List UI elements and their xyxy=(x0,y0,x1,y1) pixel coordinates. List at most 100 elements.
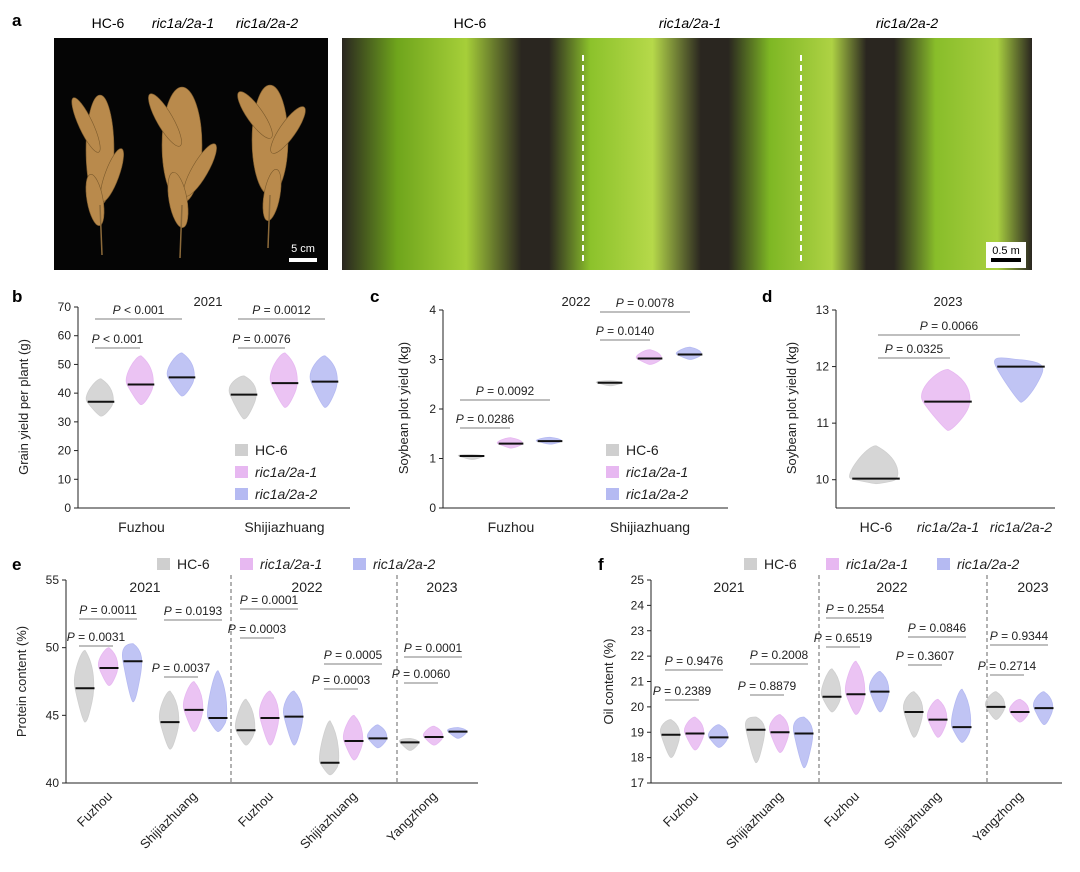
pvalue-label: P = 0.3607 xyxy=(896,649,955,663)
violin xyxy=(125,355,154,406)
pvalue-label: P = 0.0031 xyxy=(67,630,126,644)
panel-letter-c: c xyxy=(370,287,379,306)
photo1-label-ric1: ric1a/2a-1 xyxy=(152,15,214,31)
pvalue-label: P = 0.0037 xyxy=(152,661,211,675)
violin xyxy=(921,368,971,431)
panel-letter-b: b xyxy=(12,287,22,306)
violin xyxy=(122,643,143,703)
chart-title: 2022 xyxy=(562,294,591,309)
legend-label: ric1a/2a-2 xyxy=(626,486,688,502)
legend-label: ric1a/2a-1 xyxy=(260,556,322,572)
legend-swatch xyxy=(353,558,366,570)
x-category-label: Shijiazhuang xyxy=(244,519,324,535)
violin xyxy=(183,681,204,732)
pvalue-label: P < 0.001 xyxy=(113,303,165,317)
year-label: 2023 xyxy=(426,579,457,595)
violin xyxy=(821,668,842,713)
violin xyxy=(207,670,228,732)
violin xyxy=(166,352,195,397)
y-tick-label: 20 xyxy=(631,700,645,714)
y-tick-label: 0 xyxy=(64,501,71,515)
legend-swatch xyxy=(235,466,248,478)
y-tick-label: 40 xyxy=(46,776,60,790)
violin xyxy=(793,716,814,769)
legend-swatch xyxy=(606,466,619,478)
y-tick-label: 50 xyxy=(58,357,72,371)
violin xyxy=(423,725,444,746)
x-site-label: Shijiazhuang xyxy=(137,789,200,852)
legend-swatch xyxy=(606,488,619,500)
x-category-label: ric1a/2a-2 xyxy=(990,519,1052,535)
x-site-label: Yangzhong xyxy=(970,789,1026,845)
pvalue-label: P = 0.0325 xyxy=(885,342,944,356)
violin xyxy=(849,445,899,485)
violin xyxy=(74,649,95,723)
y-tick-label: 10 xyxy=(816,473,830,487)
violin xyxy=(994,357,1044,403)
violin xyxy=(98,647,119,686)
y-tick-label: 25 xyxy=(631,573,645,587)
x-site-label: Yangzhong xyxy=(384,789,440,845)
legend-label: HC-6 xyxy=(255,442,288,458)
pvalue-label: P = 0.0078 xyxy=(616,296,675,310)
y-tick-label: 19 xyxy=(631,725,645,739)
x-site-label: Shijiazhuang xyxy=(881,789,944,852)
y-tick-label: 2 xyxy=(429,402,436,416)
violin xyxy=(367,724,388,749)
y-tick-label: 55 xyxy=(46,573,60,587)
y-tick-label: 1 xyxy=(429,452,436,466)
y-axis-label: Oil content (%) xyxy=(601,639,616,725)
pvalue-label: P = 0.2714 xyxy=(978,659,1037,673)
pvalue-label: P = 0.0005 xyxy=(324,648,383,662)
field-photo: 0.5 m xyxy=(342,38,1032,270)
x-site-label: Fuzhou xyxy=(821,789,862,830)
pvalue-label: P = 0.0846 xyxy=(908,621,967,635)
legend-label: HC-6 xyxy=(626,442,659,458)
pvalue-label: P = 0.0011 xyxy=(79,603,137,617)
photo2-label-hc6: HC-6 xyxy=(454,15,487,31)
pvalue-label: P = 0.0001 xyxy=(240,593,299,607)
panel-letter-d: d xyxy=(762,287,772,306)
y-tick-label: 13 xyxy=(816,303,830,317)
legend-swatch xyxy=(235,488,248,500)
legend-label: ric1a/2a-2 xyxy=(957,556,1019,572)
violin xyxy=(769,714,790,753)
legend-swatch xyxy=(606,444,619,456)
y-axis-label: Soybean plot yield (kg) xyxy=(784,342,799,474)
x-category-label: Fuzhou xyxy=(488,519,535,535)
photo1-label-hc6: HC-6 xyxy=(92,15,125,31)
pvalue-label: P = 0.0060 xyxy=(392,667,451,681)
x-site-label: Fuzhou xyxy=(660,789,701,830)
pvalue-label: P = 0.0193 xyxy=(164,604,223,618)
legend-label: ric1a/2a-1 xyxy=(846,556,908,572)
y-axis-label: Protein content (%) xyxy=(14,626,29,737)
legend-swatch xyxy=(937,558,950,570)
violin xyxy=(675,346,702,360)
x-category-label: HC-6 xyxy=(860,519,893,535)
legend-label: HC-6 xyxy=(764,556,797,572)
violin xyxy=(85,378,114,417)
violin xyxy=(159,690,180,750)
y-tick-label: 12 xyxy=(816,360,830,374)
photo1-label-ric2: ric1a/2a-2 xyxy=(236,15,298,31)
pvalue-label: P = 0.0012 xyxy=(252,303,311,317)
y-tick-label: 18 xyxy=(631,751,645,765)
legend-swatch xyxy=(235,444,248,456)
violin xyxy=(903,691,924,738)
panel-letter-a: a xyxy=(12,11,22,30)
legend-label: ric1a/2a-2 xyxy=(255,486,317,502)
year-label: 2022 xyxy=(876,579,907,595)
pvalue-label: P = 0.0076 xyxy=(232,332,291,346)
violin xyxy=(399,737,420,751)
violin xyxy=(447,727,468,739)
violin xyxy=(343,714,364,761)
year-label: 2021 xyxy=(713,579,744,595)
x-site-label: Fuzhou xyxy=(74,789,115,830)
x-category-label: Shijiazhuang xyxy=(610,519,690,535)
x-category-label: Fuzhou xyxy=(118,519,165,535)
y-tick-label: 24 xyxy=(631,598,645,612)
photo2-scale: 0.5 m xyxy=(992,245,1020,257)
y-tick-label: 3 xyxy=(429,353,436,367)
